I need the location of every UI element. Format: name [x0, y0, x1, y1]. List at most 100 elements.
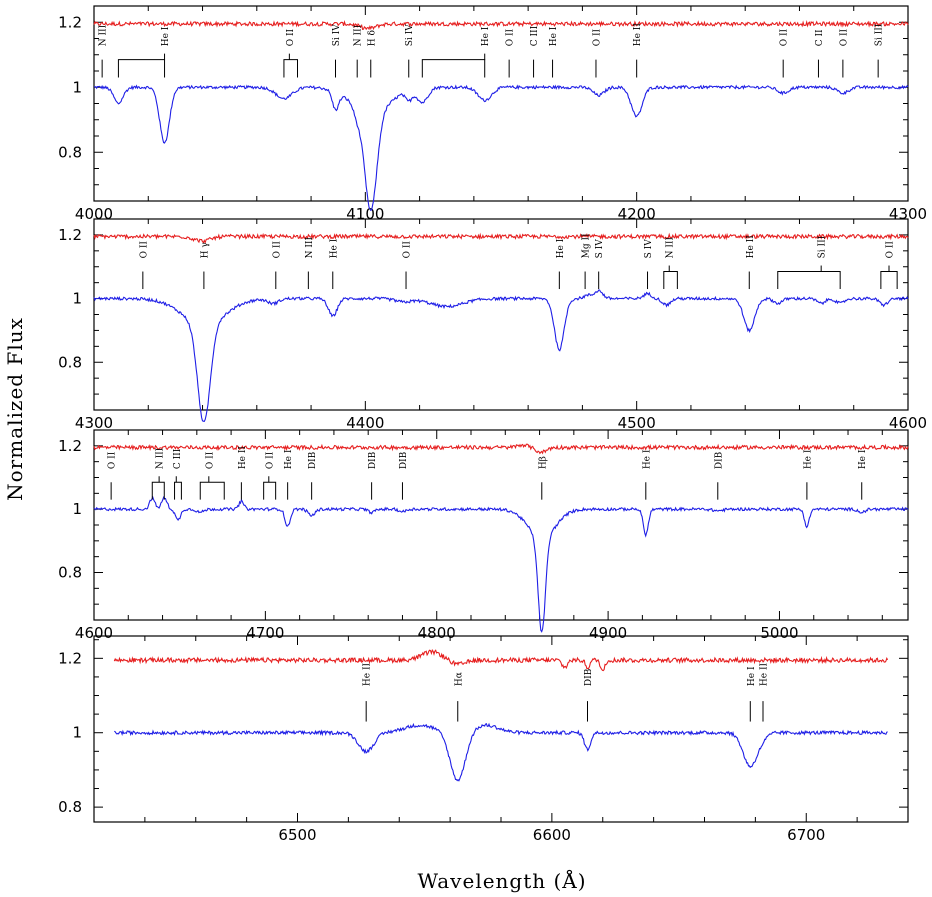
spectrum-blue-line: [93, 289, 909, 423]
x-tick-label: 4500: [618, 414, 656, 432]
line-marker-bracket: [283, 59, 298, 78]
line-marker-bracket: [263, 481, 277, 500]
line-label: O II: [839, 28, 849, 46]
line-marker-bracket: [777, 271, 841, 290]
x-tick-label: 4300: [75, 414, 113, 432]
x-tick-label: 6700: [787, 826, 825, 844]
line-label: Si III: [875, 23, 885, 46]
spectrum-red-line: [113, 649, 889, 672]
line-label: He I: [747, 666, 757, 686]
line-label: Si III: [818, 235, 828, 258]
spectrum-red-line: [93, 443, 909, 455]
line-label: He I: [161, 26, 171, 46]
x-tick-label: 4700: [246, 624, 284, 642]
x-tick-label: 6500: [278, 826, 316, 844]
line-label: DIB: [399, 451, 409, 469]
y-tick-label: 1: [72, 78, 82, 96]
y-tick-label: 0.8: [58, 353, 82, 371]
line-label: O II: [265, 451, 275, 469]
y-tick-label: 1.2: [58, 649, 82, 667]
x-tick-label: 4900: [589, 624, 627, 642]
line-marker-bracket: [663, 271, 678, 290]
line-label: C II: [815, 29, 825, 46]
line-label: O II: [286, 28, 296, 46]
line-label: DIB: [308, 451, 318, 469]
spectrum-red-line: [93, 19, 909, 31]
y-tick-label: 1: [72, 500, 82, 518]
line-marker-bracket: [174, 481, 182, 500]
panel-frame: [93, 218, 909, 411]
line-label: O II: [592, 28, 602, 46]
line-label: H δ: [367, 30, 377, 46]
line-label: C III: [530, 25, 540, 46]
line-label: N III: [354, 24, 364, 46]
line-label: C III: [173, 448, 183, 469]
y-tick-label: 1.2: [58, 226, 82, 244]
line-label: Hα: [454, 672, 464, 686]
line-label: He I: [481, 26, 491, 46]
line-label: He II: [238, 446, 248, 470]
line-label: He I: [556, 238, 566, 258]
y-tick-label: 0.8: [58, 564, 82, 582]
line-label: O II: [506, 28, 516, 46]
line-label: DIB: [584, 668, 594, 686]
line-label: He I: [284, 449, 294, 469]
x-axis-label: Wavelength (Å): [417, 868, 586, 893]
line-label: O II: [205, 451, 215, 469]
line-label: O II: [780, 28, 790, 46]
line-label: S IV: [644, 239, 654, 259]
line-label: O II: [108, 451, 118, 469]
line-label: O II: [886, 241, 896, 259]
line-label: He I: [329, 238, 339, 258]
x-tick-label: 4600: [889, 414, 927, 432]
line-marker-bracket: [117, 59, 166, 78]
line-marker-bracket: [421, 59, 486, 78]
line-label: DIB: [714, 451, 724, 469]
line-label: N III: [156, 447, 166, 469]
line-label: Si IV: [332, 24, 342, 46]
line-marker-bracket: [199, 481, 225, 500]
x-tick-label: 4600: [75, 624, 113, 642]
y-tick-label: 1: [72, 724, 82, 742]
line-label: S IV: [595, 239, 605, 259]
x-tick-label: 4800: [418, 624, 456, 642]
line-label: He II: [633, 23, 643, 47]
line-label: He I: [642, 449, 652, 469]
line-label: O II: [139, 241, 149, 259]
y-tick-label: 1: [72, 290, 82, 308]
panel-2: 4300 4400 4500 4600 0.8 1 1.2 O II H γ O II N III H…: [58, 218, 927, 432]
line-label: Hβ: [538, 456, 548, 469]
x-tick-label: 5000: [760, 624, 798, 642]
x-tick-label: 4400: [346, 414, 384, 432]
line-label: He I: [803, 449, 813, 469]
line-marker-bracket: [880, 271, 898, 290]
panel-3: 4600 4700 4800 4900 5000 0.8 1 1.2 O II N III C II…: [58, 429, 909, 642]
line-label: H γ: [200, 242, 210, 258]
spectrum-blue-line: [93, 495, 909, 633]
line-label: Mg II: [582, 233, 592, 258]
y-tick-label: 0.8: [58, 143, 82, 161]
line-label: He II: [760, 662, 770, 686]
spectrum-blue-line: [113, 722, 888, 782]
panel-frame: [93, 429, 909, 621]
line-marker-bracket: [151, 481, 165, 500]
line-label: DIB: [368, 451, 378, 469]
y-axis-label: Normalized Flux: [3, 317, 27, 501]
line-label: N III: [305, 237, 315, 259]
y-tick-label: 1.2: [58, 437, 82, 455]
y-tick-label: 0.8: [58, 798, 82, 816]
line-label: He I: [858, 449, 868, 469]
y-tick-label: 1.2: [58, 13, 82, 31]
line-label: O II: [403, 241, 413, 259]
spectrum-red-line: [93, 232, 909, 245]
line-label: N III: [99, 24, 109, 46]
spectrum-blue-line: [93, 84, 909, 212]
line-label: He I: [549, 26, 559, 46]
line-label: He II: [363, 662, 373, 686]
x-tick-label: 6600: [533, 826, 571, 844]
line-label: Si IV: [405, 24, 415, 46]
